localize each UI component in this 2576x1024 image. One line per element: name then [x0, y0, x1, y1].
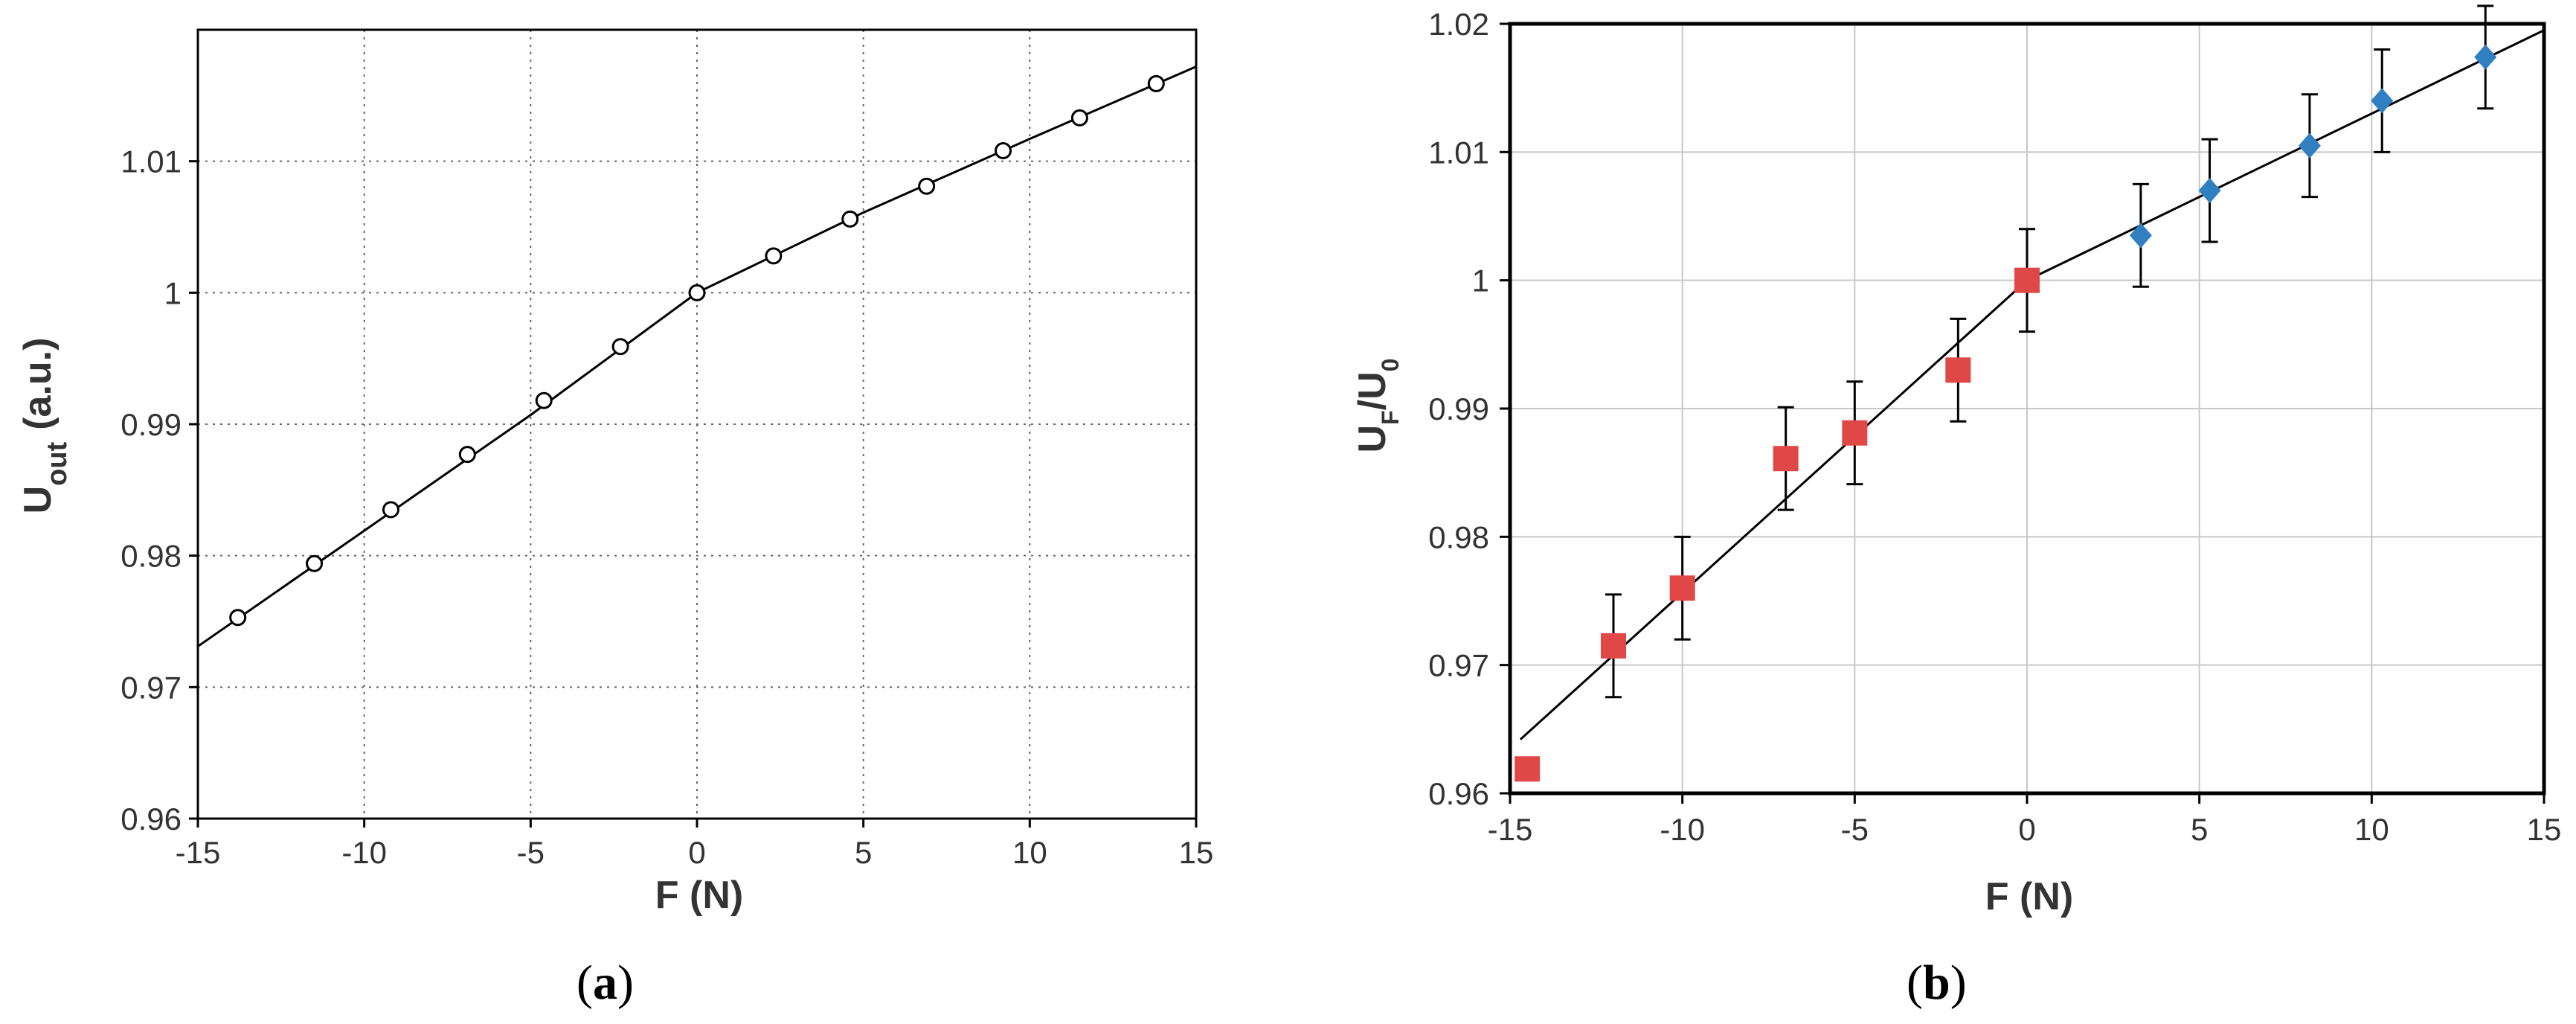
data-point: [229, 609, 247, 627]
x-axis-title-a: F (N): [655, 874, 743, 917]
data-point: [2474, 44, 2497, 70]
data-point: [2298, 132, 2321, 159]
data-point: [2371, 88, 2394, 114]
y-tick-label: 0.98: [121, 539, 182, 574]
data-point: [1945, 357, 1971, 383]
data-point: [918, 177, 936, 195]
data-point: [765, 247, 783, 265]
y-tick-label: 1: [1472, 263, 1489, 298]
x-tick-label: -5: [517, 835, 545, 870]
y-tick-label: 1.02: [1428, 7, 1489, 42]
y-tick-label: 0.96: [1428, 776, 1489, 811]
x-tick-label: 5: [2191, 812, 2208, 847]
data-point: [1147, 74, 1165, 92]
x-tick-label: 5: [855, 835, 872, 870]
x-axis-title-b: F (N): [1985, 875, 2073, 918]
panel-label-b: (b): [1907, 956, 1967, 1010]
data-point: [382, 501, 399, 519]
x-tick-label: -15: [176, 835, 221, 870]
data-point: [1070, 109, 1088, 127]
panel-label-a: (a): [576, 956, 634, 1010]
panel-a: -15 -10 -5 0 5 10 15 0.96 0.97 0.98 0.99 1 1.01 F (N…: [16, 28, 1214, 1010]
y-axis-title-a: Uout(a.u.): [16, 338, 73, 514]
data-point: [2129, 223, 2152, 249]
data-point: [2014, 267, 2040, 293]
x-tick-label: -10: [1660, 812, 1705, 847]
y-tick-label: 1: [164, 275, 182, 310]
x-tick-label: 10: [1012, 835, 1047, 870]
data-point: [1515, 756, 1541, 782]
y-tick-label: 1.01: [121, 144, 182, 179]
series-line: [1519, 29, 2545, 740]
x-tick-label: 15: [1179, 835, 1214, 870]
panel-b: -15 -10 -5 0 5 10 150.960.970.980.9911.011.02 …: [1351, 4, 2562, 1010]
data-point: [458, 446, 476, 464]
y-tick-label: 0.98: [1428, 519, 1489, 554]
data-point: [688, 284, 706, 301]
y-axis-title-b: UF/U0: [1351, 359, 1404, 453]
plot-area-a: -15 -10 -5 0 5 10 15 0.96 0.97 0.98 0.99 1 1.01: [121, 28, 1214, 870]
data-point: [1669, 575, 1695, 601]
x-tick-label: 0: [688, 835, 705, 870]
x-tick-label: -5: [1841, 812, 1869, 847]
y-tick-label: 0.96: [121, 801, 182, 836]
data-point: [535, 391, 553, 409]
y-tick-label: 0.97: [121, 670, 182, 705]
x-tick-label: 0: [2018, 812, 2035, 847]
y-tick-label: 0.97: [1428, 648, 1489, 683]
y-tick-label: 0.99: [1428, 391, 1489, 426]
x-tick-label: 15: [2527, 812, 2562, 847]
data-point: [841, 210, 859, 228]
x-tick-label: -10: [341, 835, 387, 870]
data-point: [611, 338, 629, 356]
data-point: [1842, 420, 1868, 446]
x-tick-label: -15: [1488, 812, 1533, 847]
data-point: [995, 142, 1012, 160]
y-tick-label: 1.01: [1428, 135, 1489, 170]
data-point: [2198, 178, 2221, 204]
plot-area-b: -15 -10 -5 0 5 10 15 0.96 0.97 0.98 0.99 1 1.01 1.02: [1428, 4, 2562, 847]
data-point: [1601, 633, 1626, 659]
y-tick-label: 0.99: [121, 407, 182, 442]
data-point: [306, 554, 324, 572]
x-tick-label: 10: [2354, 812, 2389, 847]
data-point: [1773, 446, 1799, 472]
